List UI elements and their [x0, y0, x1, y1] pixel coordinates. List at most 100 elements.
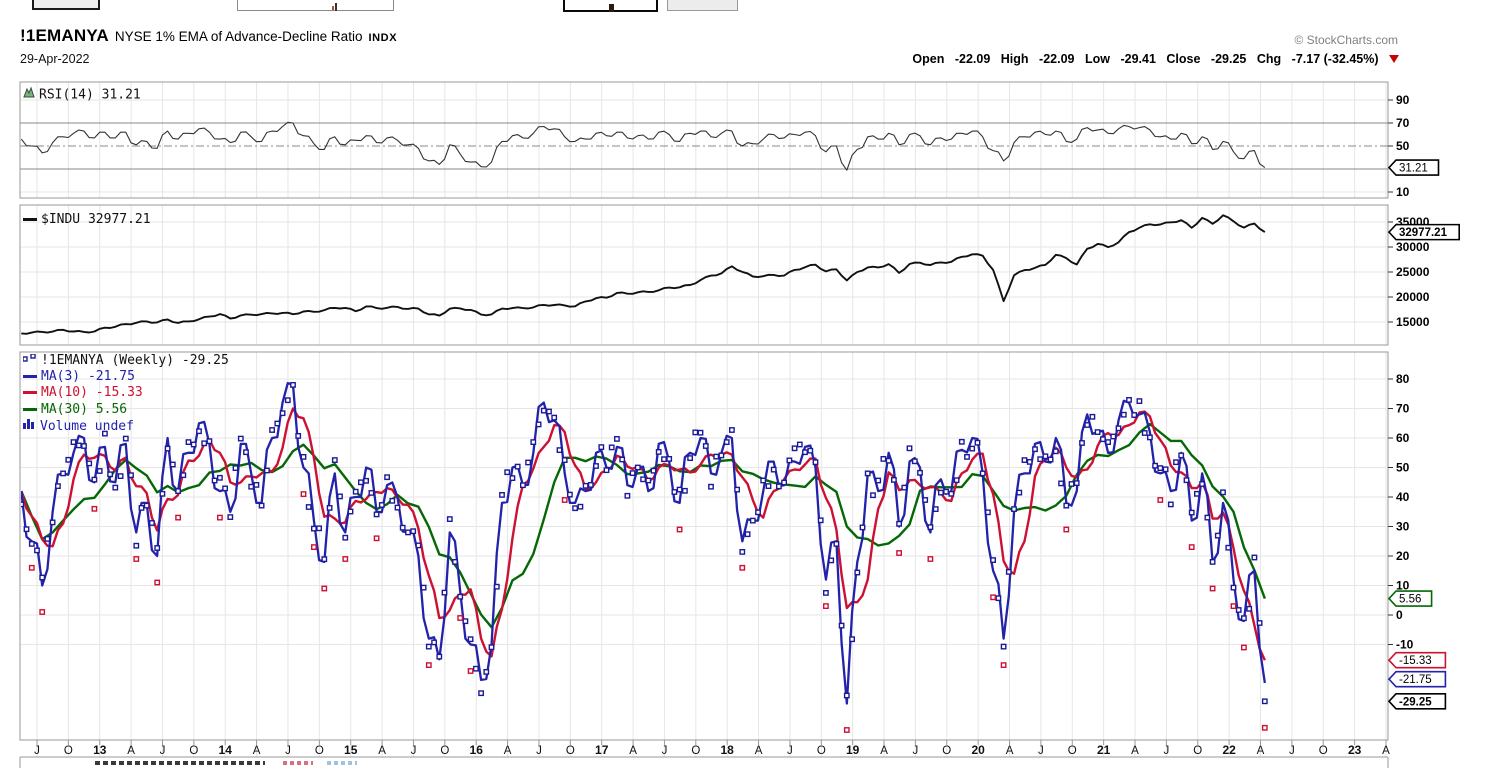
x-axis-tick-label: J — [1164, 745, 1170, 757]
y-axis-tick-label: 15000 — [1396, 315, 1430, 329]
x-axis-tick-label: 20 — [971, 743, 985, 757]
ma30-legend-label: MA(30) 5.56 — [41, 401, 128, 417]
volume-legend-label: Volume undef — [40, 419, 134, 435]
x-axis-tick-label: A — [880, 745, 888, 757]
x-axis-tick-label: 22 — [1222, 743, 1236, 757]
y-axis-tick-label: 30000 — [1396, 240, 1430, 254]
ma3-line-icon — [23, 374, 37, 378]
rsi-series-line — [21, 121, 1266, 171]
x-axis-tick-label: 15 — [344, 743, 358, 757]
x-axis-tick-label: A — [755, 745, 763, 757]
x-axis-tick-label: J — [160, 745, 166, 757]
close-value: -29.25 — [1210, 52, 1247, 66]
ma30-line-icon — [23, 407, 37, 411]
x-axis-tick-label: A — [1257, 745, 1265, 757]
y-axis-tick-label: 50 — [1396, 461, 1410, 475]
x-axis-tick-label: A — [127, 745, 135, 757]
x-axis-tick-label: A — [1382, 745, 1390, 757]
rsi-legend-label: RSI(14) 31.21 — [39, 87, 141, 103]
x-axis-tick-label: 14 — [219, 743, 233, 757]
axis-callout-text: -29.25 — [1399, 696, 1432, 708]
low-value: -29.41 — [1120, 52, 1156, 66]
low-label: Low — [1084, 52, 1110, 66]
toolbar-text-input[interactable] — [237, 0, 394, 11]
axis-callout-box — [1387, 651, 1447, 669]
symbol-name: NYSE 1% EMA of Advance-Decline Ratio — [114, 29, 363, 44]
high-label: High — [1000, 52, 1029, 66]
toolbar-button-3[interactable] — [667, 0, 738, 11]
x-axis-tick-label: O — [817, 745, 826, 757]
next-panel-legend-sliver-blue — [327, 761, 357, 765]
y-axis-tick-label: 90 — [1396, 93, 1410, 107]
y-axis-tick-label: 70 — [1396, 402, 1410, 416]
axis-callout-text: -21.75 — [1399, 674, 1432, 686]
volume-bars-icon — [23, 418, 36, 435]
rsi-legend: RSI(14) 31.21 — [23, 86, 141, 104]
open-label: Open — [912, 52, 945, 66]
indu-legend-label: $INDU 32977.21 — [41, 212, 151, 227]
x-axis-tick-label: O — [1319, 745, 1328, 757]
x-axis-tick-label: A — [253, 745, 261, 757]
symbol: !1EMANYA — [20, 26, 109, 45]
indu-line-icon — [23, 218, 37, 221]
y-axis-tick-label: 0 — [1396, 608, 1403, 622]
axis-callout-box — [1387, 590, 1433, 607]
y-axis-labels: 9070501035000300002500020000150008070605… — [1387, 93, 1460, 710]
y-axis-tick-label: 60 — [1396, 431, 1410, 445]
x-axis-tick-label: 13 — [93, 743, 107, 757]
ohlc-quote-row: Open -22.09 High -22.09 Low -29.41 Close… — [905, 52, 1399, 66]
chart-date: 29-Apr-2022 — [20, 52, 90, 66]
x-axis-tick-label: J — [411, 745, 417, 757]
indu-legend: $INDU 32977.21 — [23, 212, 151, 229]
y-axis-tick-label: 30 — [1396, 520, 1410, 534]
open-value: -22.09 — [954, 52, 991, 66]
y-axis-tick-label: 20 — [1396, 549, 1410, 563]
x-axis-tick-label: J — [787, 745, 793, 757]
x-axis-tick-label: 21 — [1097, 743, 1111, 757]
change-down-triangle-icon — [1389, 55, 1399, 63]
rsi-indicator-icon — [23, 86, 35, 104]
main-legend: !1EMANYA (Weekly) -29.25 MA(3) -21.75 MA… — [22, 352, 229, 435]
axis-callout-text: -15.33 — [1399, 655, 1432, 667]
y-axis-tick-label: 10 — [1396, 185, 1410, 199]
toolbar-button-2[interactable] — [563, 0, 658, 12]
x-axis-tick-label: O — [1068, 745, 1077, 757]
x-axis-tick-label: O — [691, 745, 700, 757]
x-axis-tick-label: O — [189, 745, 198, 757]
y-axis-tick-label: -10 — [1396, 638, 1414, 652]
x-axis-tick-label: O — [1193, 745, 1202, 757]
price-dots-icon — [22, 352, 37, 369]
x-axis-tick-label: A — [1131, 745, 1139, 757]
x-axis-tick-label: J — [1038, 745, 1044, 757]
ma10-legend-label: MA(10) -15.33 — [41, 385, 143, 401]
x-axis-tick-label: O — [440, 745, 449, 757]
axis-callout-box — [1387, 159, 1440, 176]
rsi-panel — [19, 81, 1389, 199]
x-axis-tick-label: A — [378, 745, 386, 757]
toolbar-button-1[interactable] — [32, 0, 100, 10]
x-axis-tick-label: J — [536, 745, 542, 757]
x-axis-tick-label: O — [942, 745, 951, 757]
y-axis-tick-label: 40 — [1396, 490, 1410, 504]
y-axis-tick-label: 80 — [1396, 372, 1410, 386]
indu-series-line — [21, 214, 1266, 335]
main-symbol-legend-label: !1EMANYA (Weekly) -29.25 — [41, 352, 229, 368]
x-axis-tick-label: A — [1006, 745, 1014, 757]
y-axis-tick-label: 70 — [1396, 116, 1410, 130]
x-axis-tick-label: J — [913, 745, 919, 757]
chg-value: -7.17 (-32.45%) — [1291, 52, 1379, 66]
chart-title: !1EMANYA NYSE 1% EMA of Advance-Decline R… — [20, 26, 397, 46]
x-axis-tick-label: A — [629, 745, 637, 757]
next-panel-legend-sliver-red — [283, 761, 313, 765]
x-axis-tick-label: J — [285, 745, 291, 757]
x-axis-tick-label: J — [1289, 745, 1295, 757]
exchange: INDX — [368, 32, 398, 44]
copyright: © StockCharts.com — [1294, 33, 1398, 47]
close-label: Close — [1166, 52, 1201, 66]
axis-callout-box — [1387, 670, 1447, 688]
main-series-line — [21, 381, 1266, 705]
main-panel — [19, 351, 1389, 741]
y-axis-tick-label: 20000 — [1396, 290, 1430, 304]
y-axis-tick-label: 10 — [1396, 579, 1410, 593]
